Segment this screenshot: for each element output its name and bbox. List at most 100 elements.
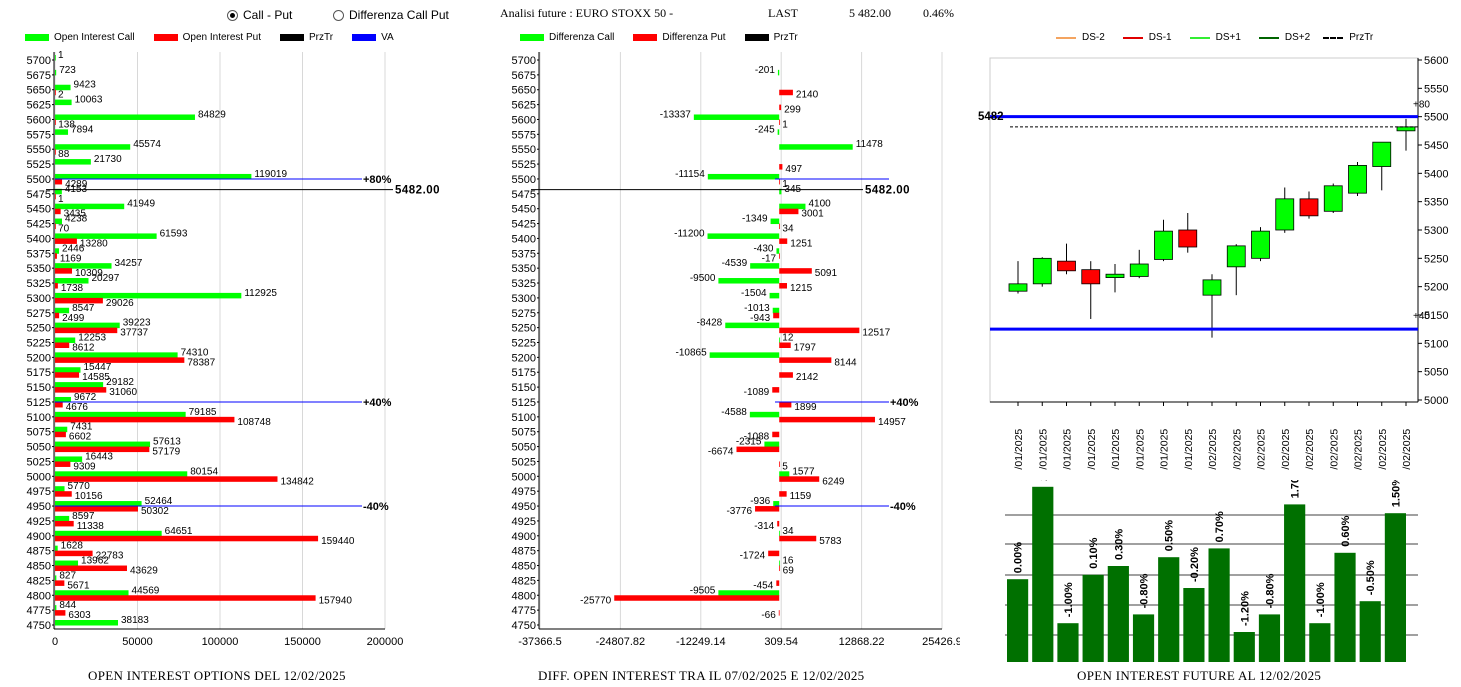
call-bar — [777, 69, 780, 76]
put-bar — [772, 431, 780, 438]
legend-label-va: VA — [381, 32, 394, 43]
strike-label: 5325 — [512, 278, 536, 290]
put-bar — [55, 461, 71, 467]
call-bar — [777, 129, 780, 135]
strike-label: 5200 — [512, 352, 536, 364]
put-bar — [55, 431, 66, 438]
put-value-label: 1 — [782, 119, 788, 130]
put-bar — [736, 446, 780, 453]
call-value-label: 52464 — [145, 496, 173, 507]
call-bar — [718, 590, 780, 596]
future-bar-label: -0.80% — [1139, 573, 1151, 608]
put-bar — [778, 610, 780, 616]
call-value-label: 29182 — [106, 377, 134, 388]
call-bar — [55, 605, 57, 611]
date-label: 05/02/2025 — [1256, 429, 1268, 470]
legend-swatch-call — [25, 34, 49, 41]
future-bar — [1334, 552, 1356, 662]
put-bar — [55, 89, 56, 96]
put-value-label: 57179 — [152, 447, 180, 458]
strike-label: 5025 — [27, 456, 51, 468]
strike-label: 4750 — [27, 620, 51, 632]
radio-call-put[interactable]: Call - Put — [227, 8, 292, 22]
legend-line-ds-1 — [1122, 36, 1143, 39]
date-label: 28/01/2025 — [1110, 429, 1122, 470]
put-bar — [55, 119, 56, 125]
call-value-label: 16443 — [85, 451, 113, 462]
put-bar — [55, 535, 319, 542]
x-tick-label: 50000 — [122, 636, 153, 648]
call-value-label: -2315 — [736, 437, 762, 448]
call-value-label: 79185 — [189, 407, 217, 418]
x-tick-label: -12249.14 — [676, 636, 726, 648]
legend-swatch-diff-call — [520, 34, 544, 41]
put-value-label: -943 — [750, 313, 770, 324]
strike-label: 5100 — [27, 412, 51, 424]
legend-diff: Differenza Call Differenza Put PrzTr — [520, 32, 798, 43]
call-value-label: -1013 — [744, 303, 770, 314]
call-value-label: 64651 — [165, 526, 193, 537]
call-bar — [55, 278, 89, 284]
call-value-label: 723 — [59, 65, 76, 76]
open-interest-chart: 0 50000 100000 150000 200000 5700 5675 5650 5625… — [27, 50, 440, 648]
call-value-label: -9505 — [690, 585, 716, 596]
put-value-label: 497 — [785, 164, 802, 175]
put-value-label: 2499 — [62, 313, 85, 324]
legend-line-prztr — [1323, 36, 1344, 39]
call-value-label: 57613 — [153, 437, 181, 448]
strike-label: 4925 — [512, 516, 536, 528]
call-value-label: -10865 — [676, 347, 708, 358]
call-value-label: 11478 — [856, 139, 884, 150]
strike-label: 5375 — [512, 248, 536, 260]
date-label: 04/02/2025 — [1231, 429, 1243, 470]
strike-label: 5450 — [27, 204, 51, 216]
put-value-label: 29026 — [106, 298, 134, 309]
put-bar — [55, 238, 77, 244]
radio-differenza[interactable]: Differenza Call Put — [333, 8, 449, 22]
date-label: 24/01/2025 — [1062, 429, 1074, 470]
legend-label-diff-call: Differenza Call — [549, 32, 615, 43]
put-bar — [55, 297, 103, 304]
x-tick-label: -24807.82 — [596, 636, 646, 648]
future-bar-label: -0.20% — [1189, 547, 1201, 582]
call-bar — [779, 337, 781, 343]
strike-label: 5700 — [512, 55, 536, 67]
va-label: -40% — [363, 501, 389, 513]
legend-swatch-va — [352, 34, 377, 41]
y-tick-label: 5350 — [1424, 197, 1448, 209]
call-bar — [750, 263, 780, 269]
call-bar — [55, 337, 76, 343]
put-value-label: 43629 — [130, 566, 158, 577]
put-value-label: 299 — [784, 105, 801, 116]
candle-body — [1323, 185, 1343, 212]
candlestick-chart: 5600 5550 5500 5450 5400 5350 5300 5250 5200 5150… — [978, 55, 1448, 470]
radio-selected-icon — [227, 10, 238, 21]
call-value-label: -11154 — [675, 169, 705, 180]
put-bar — [779, 89, 793, 96]
put-value-label: 6249 — [822, 476, 845, 487]
footer-right: OPEN INTEREST FUTURE AL 12/02/2025 — [1077, 668, 1322, 683]
strike-label: 4825 — [512, 575, 536, 587]
call-value-label: -11200 — [674, 228, 705, 239]
call-value-label: 9423 — [74, 80, 97, 91]
call-value-label: -201 — [755, 65, 775, 76]
future-bar — [1082, 574, 1104, 662]
call-value-label: -430 — [753, 243, 773, 254]
put-value-label: 9309 — [73, 461, 96, 472]
legend-swatch-diff-prztr — [744, 34, 769, 41]
call-bar — [55, 144, 131, 150]
date-label: 11/02/2025 — [1353, 429, 1365, 470]
call-bar — [55, 515, 70, 522]
strike-label: 5300 — [512, 293, 536, 305]
future-oi-bar-chart: 0.00% 2.10% -1.00% 0.10% 0.30% -0.80% 0.50% -0.… — [1005, 480, 1418, 662]
call-bar — [55, 203, 125, 210]
strike-label: 5675 — [512, 70, 536, 82]
call-bar — [55, 322, 120, 329]
put-value-label: -1724 — [740, 551, 766, 562]
call-bar — [55, 382, 104, 388]
call-bar — [55, 501, 142, 507]
put-bar — [55, 372, 80, 378]
call-bar — [55, 99, 72, 106]
call-bar — [55, 248, 60, 254]
y-tick-label: 5550 — [1424, 83, 1448, 95]
